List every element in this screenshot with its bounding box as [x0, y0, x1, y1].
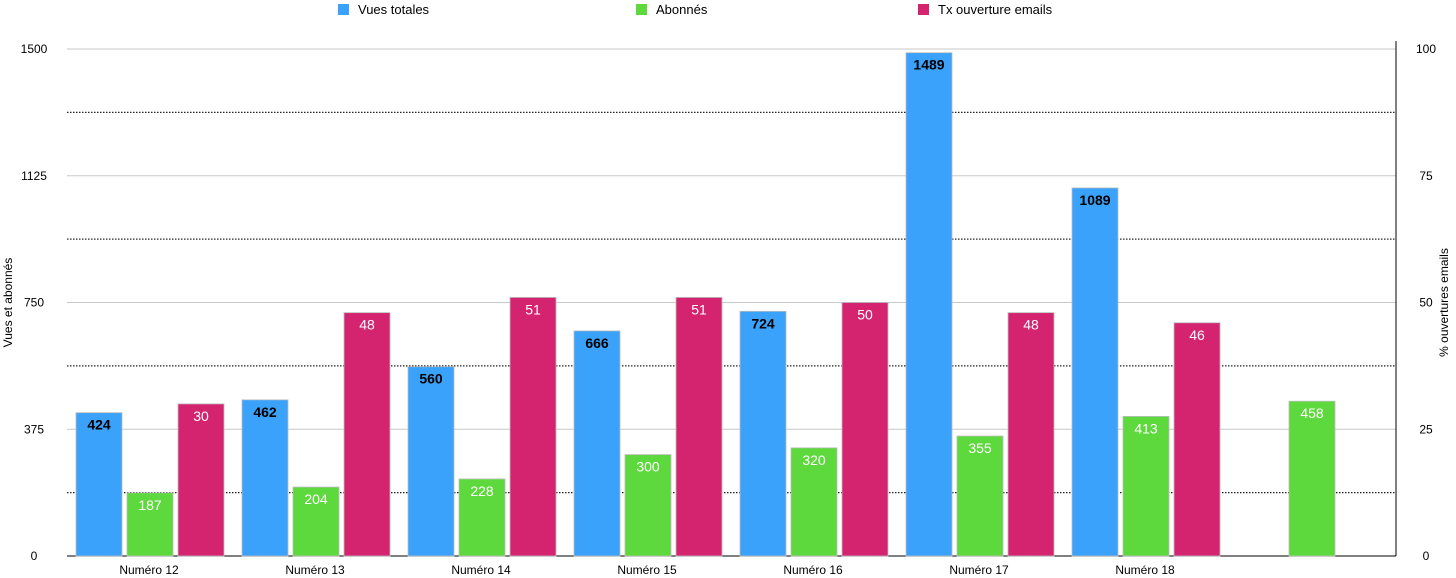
- data-label: 413: [1134, 420, 1158, 436]
- y-right-tick-label: 0: [1423, 549, 1430, 563]
- data-label: 51: [525, 301, 541, 317]
- y-tick-label: 0: [31, 549, 38, 563]
- legend-item: Vues totales: [338, 1, 429, 17]
- y-tick-label: 1125: [21, 169, 47, 183]
- y-right-tick-label: 100: [1416, 42, 1436, 56]
- bar: [624, 454, 672, 557]
- x-tick-label: Numéro 15: [617, 563, 677, 577]
- bar: [1007, 312, 1055, 557]
- bar: [1071, 187, 1119, 557]
- bar: [675, 297, 723, 557]
- x-tick-label: Numéro 13: [285, 563, 345, 577]
- data-label: 458: [1300, 405, 1324, 421]
- data-label: 560: [419, 371, 443, 387]
- bar: [458, 478, 506, 557]
- bar: [509, 297, 557, 557]
- bar: [177, 403, 225, 557]
- bar: [407, 366, 455, 557]
- bar: [790, 447, 838, 557]
- y-right-tick-label: 25: [1419, 422, 1433, 436]
- data-label: 300: [636, 459, 660, 475]
- bar: [1173, 322, 1221, 557]
- data-label: 51: [691, 301, 707, 317]
- data-label: 320: [802, 452, 826, 468]
- bar: [956, 435, 1004, 557]
- data-label: 355: [968, 440, 992, 456]
- data-label: 204: [304, 491, 328, 507]
- y-tick-label: 1500: [21, 42, 48, 56]
- data-label: 1089: [1079, 192, 1110, 208]
- data-label: 46: [1189, 327, 1205, 343]
- data-label: 48: [1023, 317, 1039, 333]
- x-tick-label: Numéro 12: [119, 563, 179, 577]
- legend-swatch: [918, 3, 929, 15]
- y-right-axis-title: % ouvertures emails: [1437, 248, 1451, 357]
- data-label: 48: [359, 317, 375, 333]
- bar: [75, 412, 123, 557]
- data-label: 666: [585, 335, 609, 351]
- bar: [241, 399, 289, 557]
- data-label: 462: [253, 404, 277, 420]
- bar: [841, 302, 889, 557]
- legend-label: Vues totales: [358, 1, 430, 17]
- y-right-tick-label: 50: [1419, 296, 1433, 310]
- legend-label: Abonnés: [656, 1, 708, 17]
- data-label: 30: [193, 408, 209, 424]
- data-label: 50: [857, 307, 873, 323]
- bar: [292, 486, 340, 557]
- legend-label: Tx ouverture emails: [938, 1, 1053, 17]
- bar: [343, 312, 391, 557]
- y-right-tick-label: 75: [1419, 169, 1433, 183]
- bar: [739, 310, 787, 557]
- x-tick-label: Numéro 14: [451, 563, 511, 577]
- y-axis-title: Vues et abonnés: [1, 258, 15, 348]
- legend-item: Abonnés: [636, 1, 707, 17]
- data-label: 187: [138, 497, 162, 513]
- bar: [1288, 400, 1336, 557]
- bar: [126, 492, 174, 557]
- y-tick-label: 750: [24, 296, 44, 310]
- data-label: 228: [470, 483, 494, 499]
- data-label: 424: [87, 417, 111, 433]
- bar: [1122, 416, 1170, 557]
- legend-swatch: [338, 3, 349, 15]
- x-tick-label: Numéro 17: [949, 563, 1009, 577]
- bar: [905, 52, 953, 557]
- x-tick-label: Numéro 16: [783, 563, 843, 577]
- y-tick-label: 375: [24, 422, 44, 436]
- data-label: 1489: [913, 57, 944, 73]
- bar: [573, 330, 621, 557]
- x-tick-label: Numéro 18: [1115, 563, 1175, 577]
- data-label: 724: [751, 315, 775, 331]
- legend-swatch: [636, 3, 647, 15]
- legend-item: Tx ouverture emails: [918, 1, 1052, 17]
